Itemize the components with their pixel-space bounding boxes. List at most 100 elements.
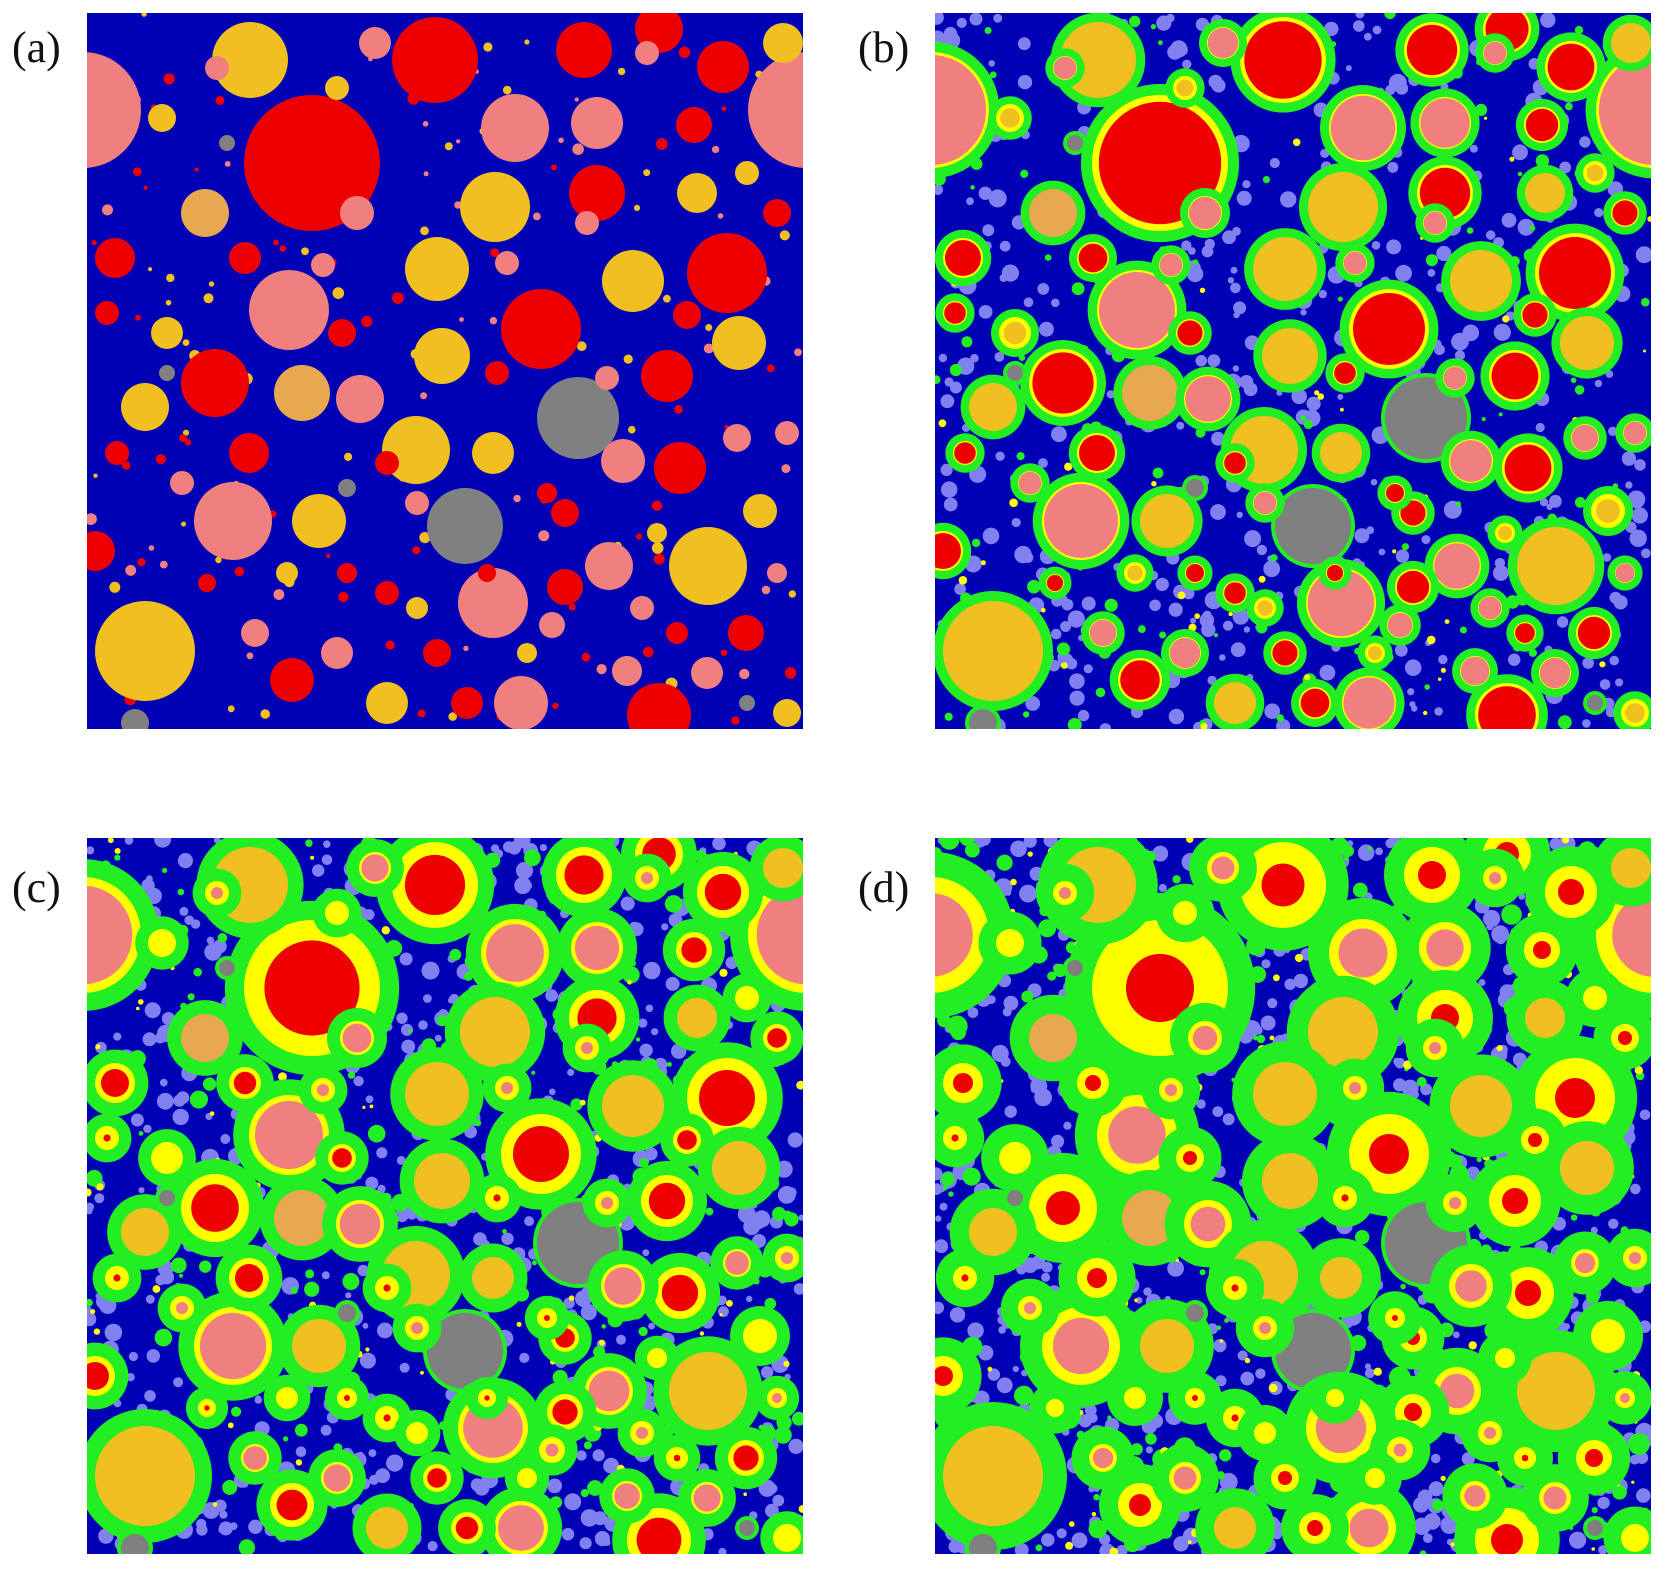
aggregate-particle — [181, 349, 249, 417]
aggregate-particle — [259, 1175, 345, 1261]
aggregate-particle — [460, 172, 530, 242]
aggregate-particle — [587, 1060, 679, 1152]
aggregate-particle — [1063, 131, 1087, 155]
aggregate-particle — [571, 97, 623, 149]
aggregate-particle — [760, 1511, 803, 1554]
aggregate-particle — [1237, 1405, 1293, 1461]
aggregate-particle — [1551, 307, 1623, 379]
aggregate-particle — [556, 907, 638, 989]
aggregate-particle — [1567, 606, 1621, 660]
aggregate-particle — [582, 1178, 632, 1228]
aggregate-particle — [1405, 1018, 1465, 1078]
aggregate-particle — [135, 916, 189, 970]
aggregate-particle — [263, 1374, 311, 1422]
aggregate-particle — [585, 542, 633, 590]
aggregate-particle — [359, 27, 391, 59]
aggregate-particle — [107, 1194, 183, 1270]
aggregate-particle — [1253, 1446, 1317, 1510]
aggregate-particle — [547, 569, 583, 605]
aggregate-particle — [1029, 1382, 1081, 1434]
aggregate-particle — [1271, 484, 1355, 568]
aggregate-particle — [327, 1008, 387, 1068]
aggregate-particle — [524, 1295, 570, 1341]
aggregate-particle — [1205, 673, 1265, 729]
aggregate-particle — [1087, 260, 1187, 360]
aggregate-particle — [458, 568, 528, 638]
aggregate-particle — [1339, 279, 1439, 379]
aggregate-particle — [965, 705, 1001, 729]
aggregate-particle — [151, 317, 183, 349]
aggregate-particle — [198, 574, 216, 592]
aggregate-particle — [712, 316, 766, 370]
aggregate-particle — [1151, 245, 1191, 285]
panel-b — [935, 13, 1651, 729]
aggregate-particle — [451, 687, 483, 719]
aggregate-particle — [602, 250, 664, 312]
panel-c — [87, 838, 803, 1554]
aggregate-particle — [673, 301, 701, 329]
aggregate-particle — [1515, 98, 1569, 152]
aggregate-particle — [215, 956, 239, 980]
aggregate-particle — [1003, 361, 1027, 385]
aggregate-particle — [1575, 153, 1615, 193]
aggregate-particle — [662, 918, 726, 982]
aggregate-particle — [336, 375, 384, 423]
aggregate-particle — [630, 596, 654, 620]
aggregate-particle — [1107, 1370, 1163, 1426]
aggregate-particle — [935, 229, 992, 287]
aggregate-particle — [562, 1023, 612, 1073]
aggregate-particle — [1525, 223, 1625, 323]
aggregate-particle — [1435, 358, 1475, 398]
aggregate-particle — [298, 1065, 348, 1115]
aggregate-particle — [1189, 838, 1257, 902]
aggregate-particle — [595, 366, 619, 390]
aggregate-particle — [663, 984, 731, 1052]
aggregate-particle — [739, 695, 755, 711]
aggregate-particle — [935, 1248, 995, 1308]
aggregate-particle — [1309, 1372, 1361, 1424]
aggregate-particle — [205, 56, 229, 80]
aggregate-particle — [1109, 649, 1171, 711]
aggregate-particle — [714, 1426, 778, 1490]
aggregate-particle — [647, 523, 667, 543]
aggregate-particle — [312, 888, 362, 938]
aggregate-particle — [405, 491, 429, 515]
panel-a-canvas — [87, 13, 803, 729]
aggregate-particle — [392, 17, 478, 103]
aggregate-particle — [730, 1306, 790, 1366]
aggregate-particle — [749, 838, 803, 902]
aggregate-particle — [219, 135, 235, 151]
aggregate-particle — [935, 1402, 1067, 1550]
aggregate-particle — [423, 639, 451, 667]
aggregate-particle — [639, 1252, 721, 1334]
aggregate-particle — [1035, 863, 1095, 923]
aggregate-particle — [1003, 1186, 1027, 1210]
aggregate-particle — [763, 23, 803, 63]
aggregate-particle — [117, 1530, 153, 1554]
aggregate-particle — [1215, 573, 1255, 613]
aggregate-particle — [1469, 1155, 1561, 1247]
aggregate-particle — [1182, 475, 1208, 501]
aggregate-particle — [410, 1451, 464, 1505]
aggregate-particle — [1513, 293, 1557, 337]
aggregate-particle — [541, 838, 627, 918]
aggregate-particle — [569, 165, 625, 221]
aggregate-particle — [308, 1449, 366, 1507]
aggregate-particle — [249, 270, 329, 350]
aggregate-particle — [1320, 85, 1406, 171]
aggregate-particle — [87, 1113, 132, 1163]
aggregate-particle — [539, 612, 565, 638]
aggregate-particle — [148, 104, 176, 132]
aggregate-particle — [1301, 1238, 1381, 1318]
aggregate-particle — [1441, 241, 1521, 321]
aggregate-particles — [87, 838, 803, 1554]
aggregate-particle — [1553, 1231, 1617, 1295]
aggregate-particle — [960, 374, 1026, 440]
aggregate-particle — [1102, 1170, 1198, 1266]
aggregate-particle — [1602, 14, 1651, 72]
aggregate-particle — [1291, 679, 1339, 727]
aggregate-particle — [1020, 180, 1086, 246]
aggregate-particle — [423, 1309, 507, 1393]
aggregate-particle — [1605, 1228, 1651, 1288]
aggregate-particles — [935, 13, 1651, 729]
